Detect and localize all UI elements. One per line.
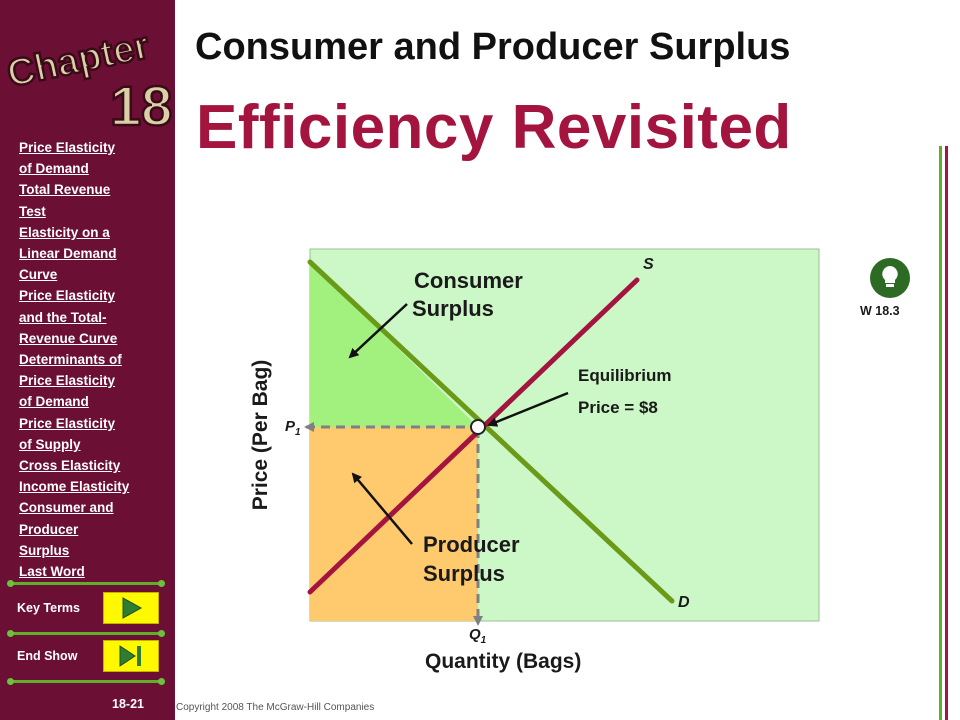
producer-surplus-label: Producer [423,532,520,557]
divider [7,580,165,587]
nav-elasticity-linear-demand[interactable]: Linear Demand [19,246,117,262]
lightbulb-icon[interactable] [870,258,910,298]
end-show-label: End Show [17,649,78,663]
nav-total-revenue-test[interactable]: Test [19,203,46,219]
nav-last-word[interactable]: Last Word [19,564,85,580]
copyright-notice: Copyright 2008 The McGraw-Hill Companies [176,702,375,713]
play-icon [122,597,143,619]
demand-label: D [678,594,690,611]
nav-consumer-producer-surplus[interactable]: Surplus [19,542,70,558]
decorative-line [939,146,942,720]
q1-letter: Q [469,626,481,643]
divider [7,678,165,685]
slide-title: Consumer and Producer Surplus [195,26,791,68]
nav-elasticity-total-revenue-curve[interactable]: and the Total- [19,309,107,325]
producer-surplus-pointer [351,472,413,545]
nav-total-revenue-test[interactable]: Total Revenue [19,182,111,198]
nav-price-elasticity-of-demand[interactable]: of Demand [19,161,89,177]
nav-price-elasticity-of-supply[interactable]: of Supply [19,436,81,452]
equilibrium-label: Equilibrium [578,366,672,385]
q1-label: Q1 [469,626,486,646]
logo-chapter-number: 18 [110,74,172,137]
chapter-logo: Chapter 18 [2,23,173,138]
nav-determinants-of-elasticity[interactable]: Determinants of [19,352,122,368]
slide-subtitle: Efficiency Revisited [196,93,792,162]
supply-curve [307,277,640,595]
demand-curve [307,259,675,604]
consumer-surplus-pointer [348,303,408,359]
slide-number: 18-21 [112,697,144,711]
supply-label: S [643,256,654,273]
q1-subscript: 1 [480,635,487,646]
nav-elasticity-total-revenue-curve[interactable]: Revenue Curve [19,330,118,346]
consumer-surplus-label: Consumer [414,268,523,293]
web-link-label[interactable]: W 18.3 [860,304,900,318]
divider [7,630,165,637]
y-axis-label: Price (Per Bag) [249,359,272,511]
equilibrium-price-label: Price = $8 [578,398,658,417]
p1-letter: P [285,418,296,435]
nav-price-elasticity-of-demand[interactable]: Price Elasticity [19,140,116,155]
nav-determinants-of-elasticity[interactable]: of Demand [19,394,89,410]
consumer-surplus-label: Surplus [412,296,494,321]
sidebar: Chapter 18 Price Elasticity of Demand To… [0,0,175,720]
key-terms-label: Key Terms [17,601,80,615]
p1-subscript: 1 [295,427,301,438]
nav-income-elasticity[interactable]: Income Elasticity [19,479,130,495]
key-terms-button[interactable] [103,592,159,624]
chapter-nav: Price Elasticity of Demand Total Revenue… [19,137,169,582]
nav-consumer-producer-surplus[interactable]: Consumer and [19,500,114,516]
nav-elasticity-total-revenue-curve[interactable]: Price Elasticity [19,288,116,304]
nav-cross-elasticity[interactable]: Cross Elasticity [19,458,121,474]
x-axis-label: Quantity (Bags) [425,650,582,673]
nav-elasticity-linear-demand[interactable]: Elasticity on a [19,224,110,240]
nav-consumer-producer-surplus[interactable]: Producer [19,521,79,537]
decorative-line [945,146,948,720]
end-show-button[interactable] [103,640,159,672]
equilibrium-pointer [487,391,569,427]
nav-elasticity-linear-demand[interactable]: Curve [19,267,58,283]
p1-label: P1 [285,418,301,438]
nav-price-elasticity-of-supply[interactable]: Price Elasticity [19,415,116,431]
end-icon [119,645,141,667]
nav-determinants-of-elasticity[interactable]: Price Elasticity [19,373,116,389]
equilibrium-point [470,419,486,435]
producer-surplus-label: Surplus [423,561,505,586]
